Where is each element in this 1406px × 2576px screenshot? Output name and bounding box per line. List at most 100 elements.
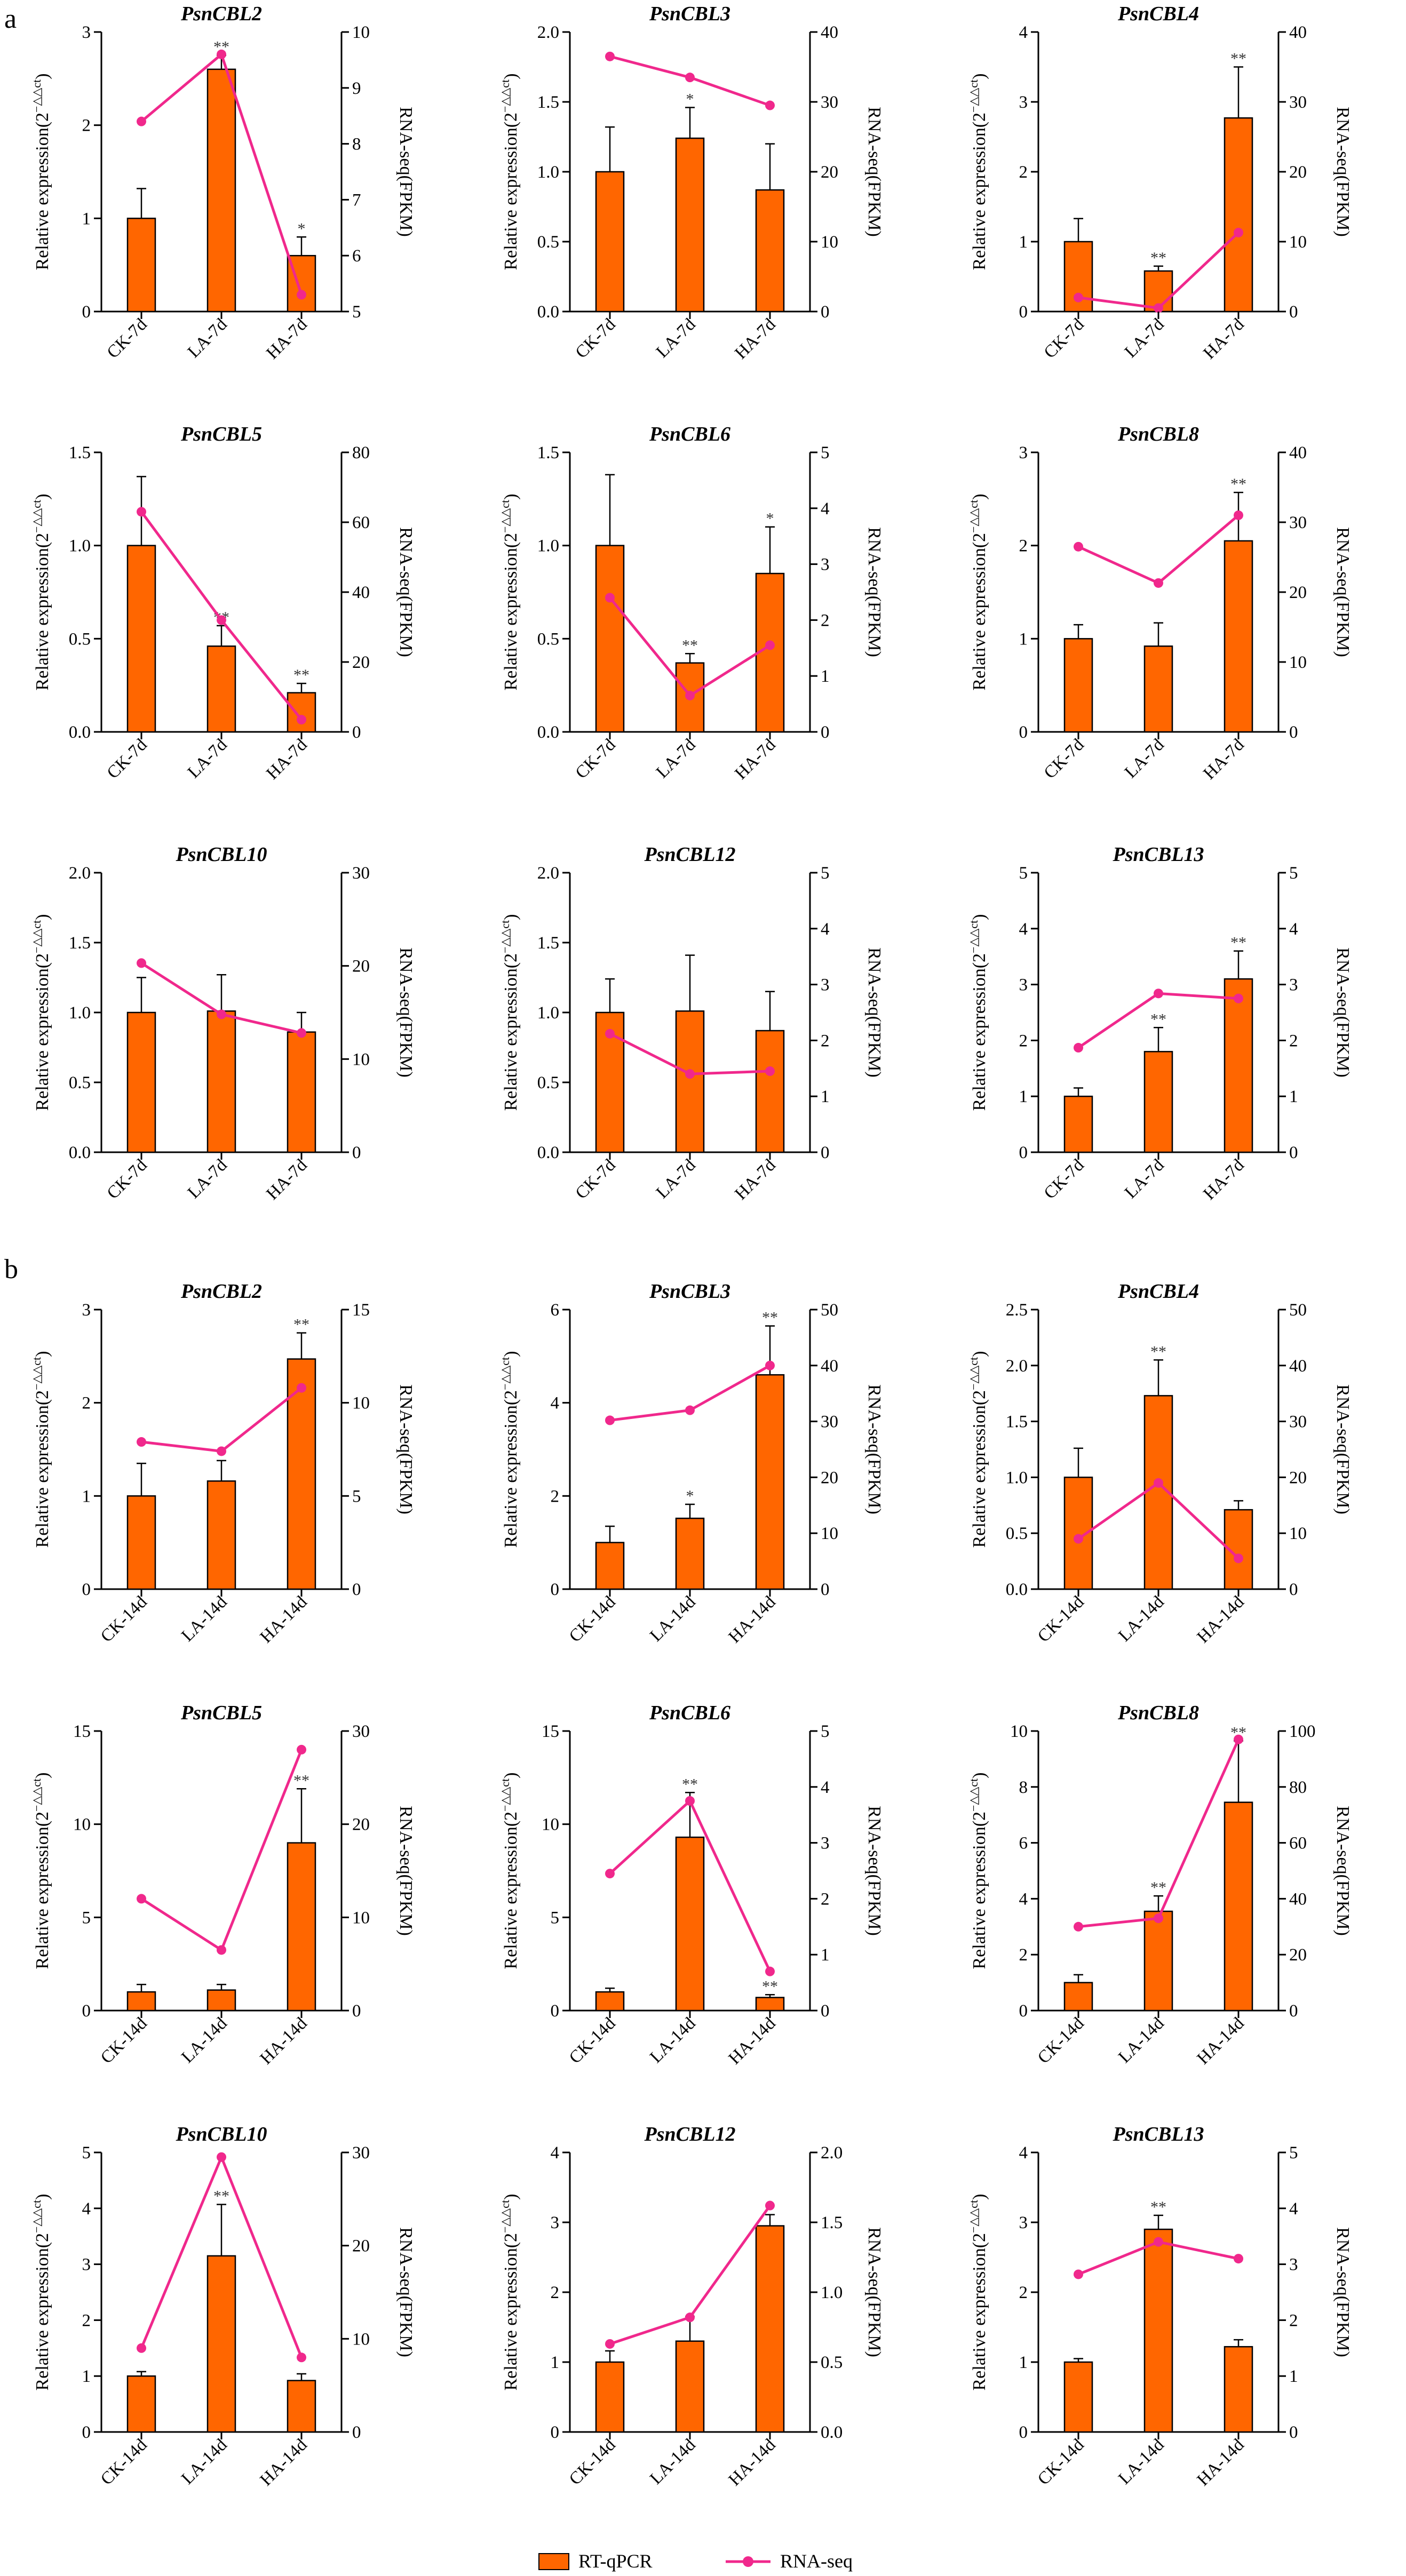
x-tick-label: HA-14d — [257, 1592, 311, 1647]
y2-tick-label: 10 — [352, 2330, 370, 2349]
y2-tick-label: 50 — [1289, 1301, 1307, 1320]
y2-tick-label: 2 — [821, 611, 830, 630]
y-tick-label: 3 — [1019, 93, 1028, 112]
y2-tick-label: 10 — [352, 23, 370, 42]
y-tick-label: 2 — [1019, 537, 1028, 556]
rna-seq-point — [217, 1446, 226, 1456]
y-tick-label: 1.5 — [537, 934, 559, 953]
x-tick-label: CK-7d — [104, 315, 151, 362]
bar — [755, 1030, 785, 1153]
y-tick-label: 1 — [1019, 1087, 1028, 1106]
significance-label: ** — [1230, 475, 1246, 493]
bar — [595, 1991, 625, 2012]
y2-tick-label: 5 — [821, 443, 830, 462]
y2-tick-label: 20 — [821, 163, 838, 182]
significance-label: ** — [762, 1977, 778, 1995]
y-tick-label: 3 — [551, 2213, 560, 2232]
y-tick-label: 0.5 — [537, 629, 559, 649]
y2-tick-label: 1 — [1289, 1087, 1298, 1106]
rna-seq-point — [685, 73, 695, 83]
y-axis-label: Relative expression(2−△△ct) — [30, 1773, 52, 1969]
x-tick-label: CK-14d — [1034, 2014, 1088, 2068]
bar — [675, 2340, 705, 2433]
y-axis-label: Relative expression(2−△△ct) — [967, 2194, 989, 2391]
rna-seq-point — [217, 615, 226, 625]
bar — [1063, 638, 1093, 733]
rna-seq-point — [137, 2343, 146, 2353]
rna-seq-point — [217, 49, 226, 59]
y-tick-label: 0 — [1019, 2001, 1028, 2021]
y-tick-label: 4 — [82, 2199, 91, 2219]
bar — [126, 218, 156, 313]
y-tick-label: 2.5 — [1006, 1301, 1028, 1320]
x-tick-label: LA-14d — [178, 2014, 231, 2067]
chart-a-6: PsnCBL10 0.0 0.5 1.0 1.5 2.0 0 10 20 30 CK-7d LA-7d… — [30, 843, 416, 1203]
y-axis-label: Relative expression(2−△△ct) — [967, 1351, 989, 1548]
y2-tick-label: 20 — [352, 2237, 370, 2256]
x-tick-label: LA-14d — [1115, 2435, 1168, 2489]
x-tick-label: HA-14d — [1194, 2014, 1248, 2068]
rna-seq-point — [765, 1966, 775, 1976]
y2-tick-label: 0 — [1289, 1580, 1298, 1599]
y2-axis-label: RNA-seq(FPKM) — [396, 527, 416, 657]
y2-axis-label: RNA-seq(FPKM) — [864, 2227, 884, 2357]
y2-tick-label: 20 — [1289, 583, 1307, 602]
rna-seq-point — [1074, 1921, 1083, 1932]
bar — [126, 2375, 156, 2433]
bar — [1224, 540, 1253, 733]
y2-tick-label: 4 — [821, 499, 830, 519]
x-tick-label: LA-7d — [1121, 315, 1168, 362]
y-tick-label: 15 — [542, 1722, 559, 1741]
significance-label: ** — [293, 1316, 309, 1334]
panel-letter-a: a — [4, 4, 17, 34]
x-tick-label: HA-7d — [1200, 735, 1248, 784]
bar — [287, 1031, 316, 1153]
y2-tick-label: 20 — [352, 653, 370, 672]
y2-axis-label: RNA-seq(FPKM) — [864, 527, 884, 657]
bar — [206, 1010, 236, 1153]
bar — [1143, 1910, 1173, 2012]
chart-title: PsnCBL3 — [649, 1280, 730, 1303]
y2-tick-label: 0.0 — [821, 2423, 843, 2442]
x-tick-label: CK-7d — [572, 1155, 619, 1203]
y2-tick-label: 30 — [1289, 93, 1307, 112]
rna-seq-point — [137, 958, 146, 968]
bar — [675, 1518, 705, 1590]
rna-seq-point — [1074, 1534, 1083, 1544]
x-tick-label: LA-7d — [1121, 735, 1168, 782]
y2-tick-label: 4 — [1289, 2199, 1298, 2219]
rna-seq-point — [297, 290, 306, 300]
rna-seq-point — [1074, 292, 1083, 302]
y-tick-label: 2 — [82, 1394, 91, 1413]
rna-seq-point — [137, 507, 146, 517]
y2-tick-label: 2 — [821, 1889, 830, 1909]
y2-tick-label: 50 — [821, 1301, 838, 1320]
bar — [126, 1011, 156, 1153]
x-tick-label: CK-14d — [566, 1592, 619, 1646]
rna-seq-point — [297, 1028, 306, 1038]
y-tick-label: 0 — [82, 1580, 91, 1599]
y2-axis-label: RNA-seq(FPKM) — [1333, 2227, 1353, 2357]
bar — [675, 1010, 705, 1153]
significance-label: ** — [1150, 1010, 1166, 1028]
y-axis-label: Relative expression(2−△△ct) — [967, 1773, 989, 1969]
rna-seq-point — [1154, 1913, 1163, 1924]
y-tick-label: 10 — [73, 1815, 91, 1835]
y2-tick-label: 4 — [821, 920, 830, 939]
chart-a-3: PsnCBL50.00.51.01.5020406080****CK-7dLA-… — [30, 423, 416, 783]
y-axis-label: Relative expression(2−△△ct) — [30, 1351, 52, 1548]
y-tick-label: 6 — [1019, 1834, 1028, 1853]
y-tick-label: 3 — [1019, 976, 1028, 995]
rna-seq-point — [297, 715, 306, 725]
significance-label: ** — [682, 636, 698, 654]
bar — [595, 171, 625, 313]
x-tick-label: HA-14d — [257, 2014, 311, 2068]
chart-b-6: PsnCBL10 0 1 2 3 4 5 0 10 20 30 ** CK-14d LA-14d HA-14… — [30, 2123, 416, 2490]
rna-seq-point — [765, 640, 775, 650]
y2-tick-label: 5 — [1289, 2143, 1298, 2163]
x-tick-label: HA-14d — [725, 2435, 780, 2490]
y-tick-label: 1 — [1019, 629, 1028, 649]
y2-tick-label: 1.5 — [821, 2213, 843, 2232]
bar — [755, 1374, 785, 1590]
x-tick-label: HA-7d — [263, 1155, 311, 1204]
